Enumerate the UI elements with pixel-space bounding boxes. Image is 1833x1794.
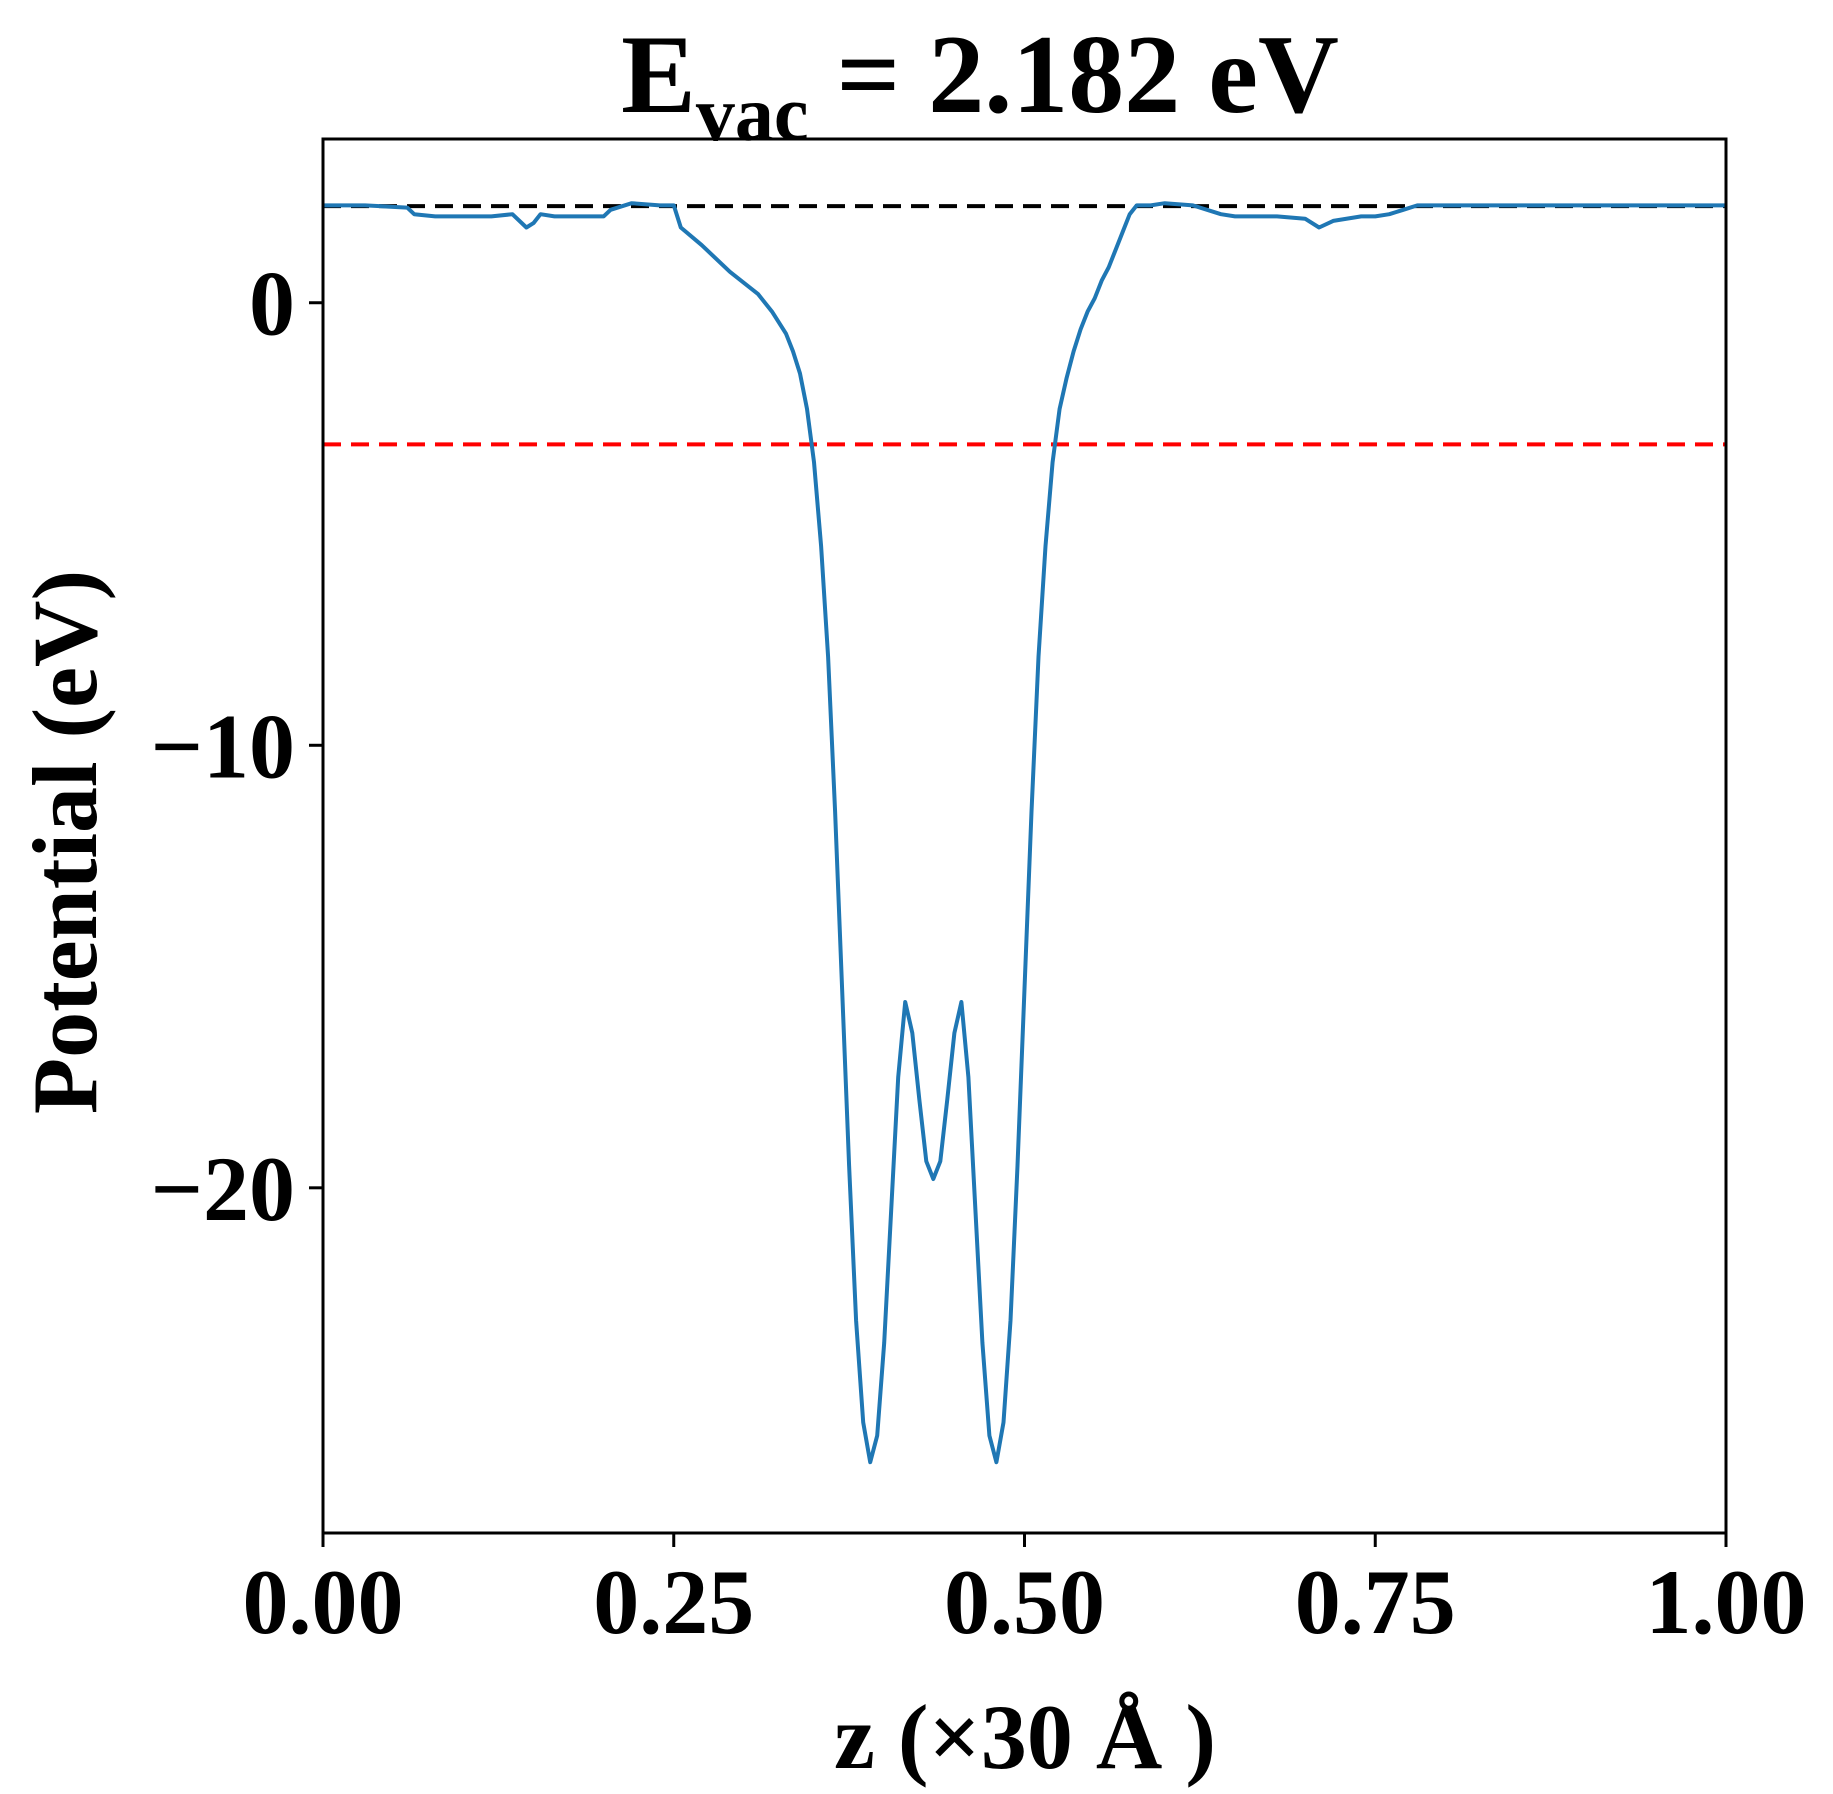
x-tick-label-3: 0.75: [1295, 1551, 1456, 1653]
plot-frame: [321, 137, 1728, 1535]
x-tick-label-0: 0.00: [243, 1551, 404, 1653]
reference-lines: [323, 204, 1726, 447]
series-layer: [323, 201, 1726, 1465]
y-tick-label-0: 0: [249, 253, 295, 355]
x-axis-ticks: 0.00 0.25 0.50 0.75 1.00: [243, 1533, 1807, 1653]
x-axis-label: z (×30 Å ): [834, 1686, 1216, 1788]
x-tick-label-2: 0.50: [944, 1551, 1105, 1653]
series-line-0: [323, 201, 1726, 1465]
title-subscript: vac: [696, 70, 809, 157]
y-tick-label-1: −10: [151, 695, 295, 797]
title-main: E: [621, 13, 696, 137]
y-axis-ticks: 0 −10 −20: [151, 253, 323, 1240]
chart-title: Evac = 2.182 eV: [621, 13, 1339, 157]
x-tick-label-4: 1.00: [1646, 1551, 1807, 1653]
x-tick-label-1: 0.25: [593, 1551, 754, 1653]
y-tick-label-2: −20: [151, 1138, 295, 1240]
title-rest: = 2.182 eV: [808, 13, 1338, 137]
y-axis-label: Potential (eV): [14, 570, 116, 1114]
